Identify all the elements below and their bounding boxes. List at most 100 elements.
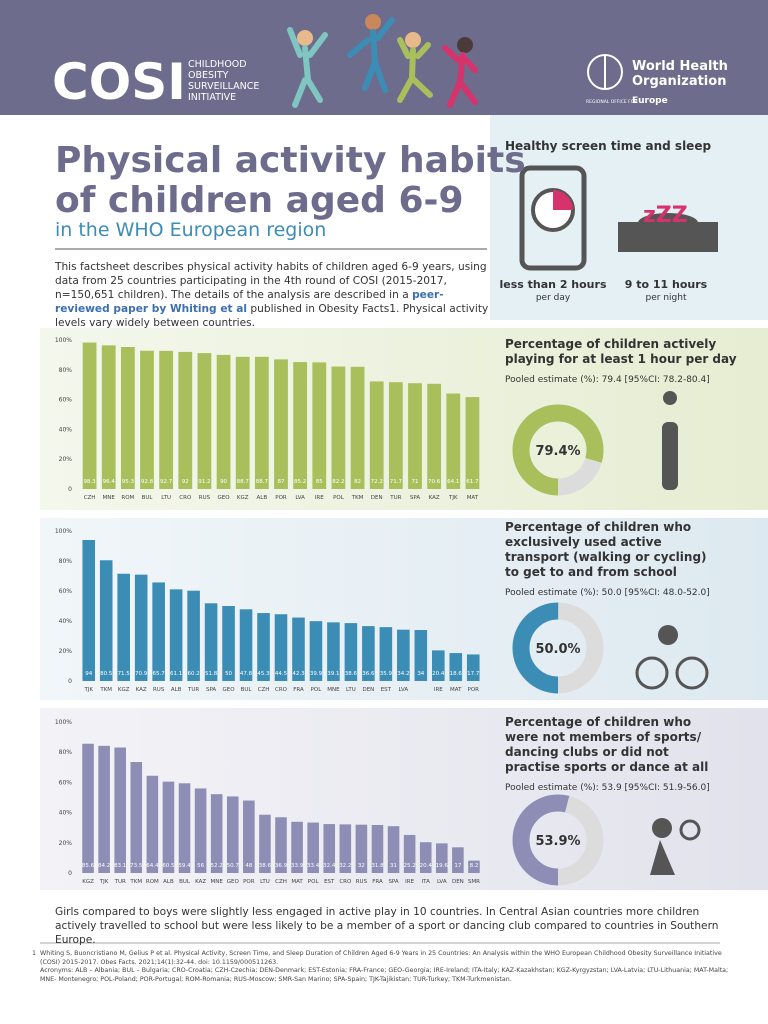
bar — [259, 814, 271, 873]
bar — [419, 842, 432, 873]
x-tick-label: KAZ — [429, 495, 440, 501]
bar — [146, 775, 159, 873]
x-tick-label: EST — [324, 879, 335, 885]
x-tick-label: ROM — [121, 495, 134, 501]
x-tick-label: TKM — [129, 879, 142, 885]
item-sub: per night — [646, 293, 687, 303]
value-label: 19.6 — [436, 863, 449, 869]
panel-title: dancing clubs or did not — [505, 745, 669, 759]
acronyms: Acronyms: ALB – Albania; BUL – Bulgaria;… — [40, 967, 729, 983]
x-tick-label: CRO — [275, 687, 288, 693]
x-tick-label: SMR — [468, 879, 480, 885]
value-label: 64.1 — [447, 479, 459, 485]
y-tick-label: 60% — [59, 588, 73, 595]
value-label: 17 — [454, 863, 461, 869]
panel-title: transport (walking or cycling) — [505, 550, 707, 564]
value-label: 61.7 — [466, 479, 479, 485]
bar — [331, 366, 346, 489]
value-label: 33.4 — [307, 863, 320, 869]
racket-icon — [679, 819, 701, 841]
bar — [292, 617, 305, 681]
x-tick-label: KGZ — [82, 879, 94, 885]
value-label: 39.9 — [310, 671, 323, 677]
bar — [323, 824, 336, 873]
intro-text: published in Obesity Facts1. Physical ac… — [55, 303, 489, 329]
y-tick-label: 80% — [59, 367, 73, 374]
x-tick-label: ALB — [257, 495, 268, 501]
panel-title: exclusively used active — [505, 535, 662, 549]
y-tick-label: 0 — [68, 870, 72, 877]
x-tick-label: GEO — [227, 879, 240, 885]
x-tick-label: POL — [311, 687, 323, 693]
panel-title: were not members of sports/ — [505, 730, 702, 744]
value-label: 45.3 — [257, 671, 270, 677]
bar — [327, 622, 340, 681]
value-label: 88.7 — [256, 479, 269, 485]
x-tick-label: POL — [308, 879, 320, 885]
estimate: Pooled estimate (%): 50.0 [95%CI: 48.0-5… — [505, 588, 710, 598]
paper-link[interactable]: peer-reviewed paper by Whiting et al — [55, 289, 444, 315]
bar — [152, 582, 165, 681]
value-label: 72.2 — [371, 479, 383, 485]
x-tick-label: LVA — [399, 687, 409, 693]
value-label: 60.5 — [162, 863, 175, 869]
bar — [309, 621, 323, 681]
x-tick-label: KAZ — [136, 687, 147, 693]
value-label: 84.2 — [98, 863, 110, 869]
region: Europe — [632, 96, 668, 106]
item-label: less than 2 hours — [499, 278, 606, 291]
title: Physical activity habits — [55, 140, 526, 181]
x-tick-label: ITA — [422, 879, 431, 885]
footnote: 1 Whiting S, Buoncristiano M, Gelius P et… — [32, 950, 730, 984]
value-label: 91.2 — [198, 479, 210, 485]
x-tick-label: CRO — [179, 495, 192, 501]
value-label: 50.7 — [227, 863, 240, 869]
bar — [355, 824, 368, 873]
value-label: 52.2 — [211, 863, 223, 869]
value-label: 83.1 — [114, 863, 126, 869]
intro: This factsheet describes physical activi… — [55, 260, 491, 330]
bar — [466, 654, 480, 681]
bar — [82, 540, 96, 681]
value-label: 31.8 — [371, 863, 384, 869]
x-tick-label: ALB — [163, 879, 174, 885]
value-label: 32.2 — [339, 863, 351, 869]
bar — [114, 747, 126, 873]
bar — [159, 350, 174, 489]
bar — [82, 743, 94, 873]
donut-arc — [512, 794, 604, 886]
bar — [239, 609, 253, 681]
bar — [362, 626, 375, 681]
value-label: 64.4 — [146, 863, 159, 869]
donut-label: 79.4% — [535, 444, 580, 459]
bar — [293, 362, 308, 489]
bar — [436, 843, 448, 873]
x-tick-label: TJK — [448, 495, 458, 501]
donut-arc — [512, 602, 604, 694]
clock-icon — [553, 190, 573, 210]
bar — [403, 834, 416, 873]
x-tick-label: KGZ — [118, 687, 130, 693]
bar — [187, 590, 200, 681]
x-tick-label: EST — [381, 687, 392, 693]
dancer-icon — [652, 818, 672, 838]
x-tick-label: MAT — [450, 687, 462, 693]
bar — [427, 383, 442, 489]
bar — [120, 347, 135, 489]
value-label: 71.7 — [390, 479, 403, 485]
x-tick-label: POL — [333, 495, 345, 501]
bar — [210, 794, 223, 873]
x-tick-label: BUL — [241, 687, 253, 693]
bar — [178, 783, 191, 873]
bar — [194, 788, 207, 873]
value-label: 32.4 — [323, 863, 336, 869]
x-tick-label: FRA — [372, 879, 383, 885]
x-tick-label: POR — [243, 879, 255, 885]
x-tick-label: SPA — [410, 495, 420, 501]
bar — [98, 745, 110, 873]
x-tick-label: MNE — [103, 495, 116, 501]
bar — [254, 356, 269, 489]
panel-title: Healthy screen time and sleep — [505, 139, 711, 153]
